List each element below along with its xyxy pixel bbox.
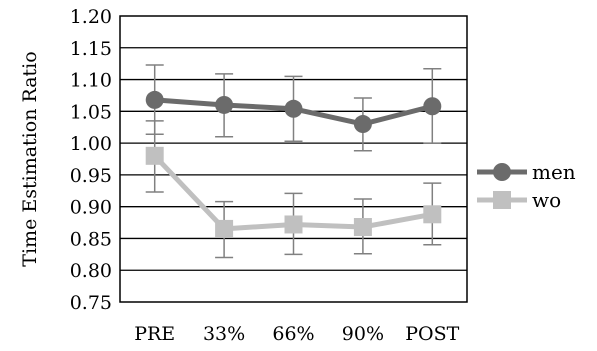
x-tick-label: PRE — [134, 323, 175, 345]
series-men — [145, 64, 442, 152]
x-tick-label: 90% — [342, 323, 384, 345]
y-tick-label: 1.20 — [70, 6, 112, 28]
series-wo — [145, 120, 442, 259]
data-point — [215, 95, 234, 114]
plot-frame — [119, 15, 468, 303]
data-point — [353, 218, 372, 237]
data-point — [284, 99, 303, 118]
y-axis-title: Time Estimation Ratio — [19, 51, 41, 266]
y-tick-label: 1.00 — [70, 133, 112, 155]
series-layer — [145, 64, 442, 259]
legend-marker — [493, 163, 511, 181]
y-tick-label: 1.15 — [70, 38, 112, 60]
data-point — [145, 146, 164, 165]
x-axis-ticks: PRE 33% 66% 90% POST — [134, 323, 459, 345]
legend-label: wo — [532, 188, 561, 212]
y-tick-label: 0.90 — [70, 197, 112, 219]
data-point — [423, 205, 442, 224]
data-point — [145, 90, 164, 109]
y-tick-label: 0.75 — [70, 292, 112, 314]
y-tick-label: 0.80 — [70, 260, 112, 282]
legend-marker — [493, 191, 511, 209]
data-point — [215, 219, 234, 238]
legend-item-men: men — [477, 160, 576, 184]
y-tick-label: 0.85 — [70, 228, 112, 250]
legend-label: men — [532, 160, 576, 184]
y-tick-label: 0.95 — [70, 165, 112, 187]
data-point — [353, 115, 372, 134]
x-tick-label: POST — [405, 323, 459, 345]
data-point — [423, 97, 442, 116]
legend-item-wo: wo — [477, 188, 561, 212]
x-tick-label: 66% — [272, 323, 314, 345]
legend: men wo — [477, 160, 576, 212]
y-axis-ticks: 0.75 0.80 0.85 0.90 0.95 1.00 1.05 1.10 1.15 1.20 — [70, 6, 112, 314]
y-tick-label: 1.05 — [70, 101, 112, 123]
data-point — [284, 215, 303, 234]
y-tick-label: 1.10 — [70, 70, 112, 92]
x-tick-label: 33% — [203, 323, 245, 345]
